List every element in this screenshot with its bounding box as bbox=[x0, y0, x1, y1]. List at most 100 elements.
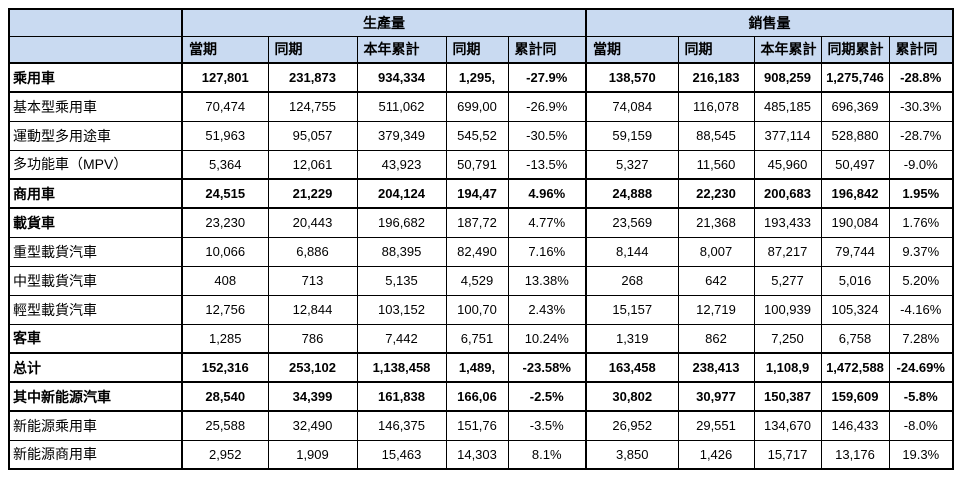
value-cell: 5,327 bbox=[585, 149, 679, 180]
value-cell: 6,751 bbox=[445, 323, 509, 354]
corner-cell bbox=[8, 35, 183, 64]
value-cell: -13.5% bbox=[507, 149, 587, 180]
table-row: 商用車 24,515 21,229 204,124 194,47 4.96% 24,888 2… bbox=[8, 178, 954, 209]
row-label-cell: 客車 bbox=[8, 323, 183, 354]
value-cell: 134,670 bbox=[753, 410, 822, 441]
value-cell: 30,802 bbox=[585, 381, 679, 412]
value-cell: 934,334 bbox=[356, 62, 447, 93]
value-cell: 88,545 bbox=[677, 120, 755, 151]
value-cell: 253,102 bbox=[267, 352, 358, 383]
value-cell: 12,061 bbox=[267, 149, 358, 180]
table-row: 基本型乘用車 70,474 124,755 511,062 699,00 -26.9% 74… bbox=[8, 91, 954, 122]
value-cell: 7,442 bbox=[356, 323, 447, 354]
value-cell: 485,185 bbox=[753, 91, 822, 122]
value-cell: 1,138,458 bbox=[356, 352, 447, 383]
value-cell: 25,588 bbox=[181, 410, 269, 441]
value-cell: -23.58% bbox=[507, 352, 587, 383]
value-cell: 238,413 bbox=[677, 352, 755, 383]
value-cell: 200,683 bbox=[753, 178, 822, 209]
row-label-cell: 乘用車 bbox=[8, 62, 183, 93]
value-cell: 10,066 bbox=[181, 236, 269, 267]
value-cell: 5,135 bbox=[356, 265, 447, 296]
value-cell: -24.69% bbox=[888, 352, 954, 383]
value-cell: 713 bbox=[267, 265, 358, 296]
value-cell: 1.95% bbox=[888, 178, 954, 209]
value-cell: 379,349 bbox=[356, 120, 447, 151]
value-cell: 19.3% bbox=[888, 439, 954, 470]
value-cell: 1,426 bbox=[677, 439, 755, 470]
row-label-cell: 商用車 bbox=[8, 178, 183, 209]
value-cell: 12,719 bbox=[677, 294, 755, 325]
table-row: 載貨車 23,230 20,443 196,682 187,72 4.77% 23,569 2… bbox=[8, 207, 954, 238]
value-cell: -28.8% bbox=[888, 62, 954, 93]
value-cell: 1.76% bbox=[888, 207, 954, 238]
value-cell: 12,844 bbox=[267, 294, 358, 325]
table-row: 重型載貨汽車 10,066 6,886 88,395 82,490 7.16% 8,144 8… bbox=[8, 236, 954, 267]
value-cell: 511,062 bbox=[356, 91, 447, 122]
value-cell: 88,395 bbox=[356, 236, 447, 267]
value-cell: 23,569 bbox=[585, 207, 679, 238]
value-cell: 268 bbox=[585, 265, 679, 296]
row-label-cell: 載貨車 bbox=[8, 207, 183, 238]
table-header: 生產量 銷售量 當期 同期 本年累計 同期 累計同 當期 同期 本年累計 同期累計 累計同 bbox=[8, 8, 954, 64]
value-cell: 150,387 bbox=[753, 381, 822, 412]
column-header: 同期 bbox=[267, 35, 358, 64]
column-header: 同期 bbox=[677, 35, 755, 64]
value-cell: 14,303 bbox=[445, 439, 509, 470]
value-cell: 4.77% bbox=[507, 207, 587, 238]
value-cell: 699,00 bbox=[445, 91, 509, 122]
table-row: 其中新能源汽車 28,540 34,399 161,838 166,06 -2.5% 30,… bbox=[8, 381, 954, 412]
value-cell: 59,159 bbox=[585, 120, 679, 151]
column-group-header: 生產量 bbox=[181, 8, 587, 37]
value-cell: 204,124 bbox=[356, 178, 447, 209]
table-row: 中型載貨汽車 408 713 5,135 4,529 13.38% 268 642 5,277 5… bbox=[8, 265, 954, 296]
column-group-header: 銷售量 bbox=[585, 8, 954, 37]
value-cell: 100,939 bbox=[753, 294, 822, 325]
value-cell: 32,490 bbox=[267, 410, 358, 441]
value-cell: 29,551 bbox=[677, 410, 755, 441]
table-subheader-row: 當期 同期 本年累計 同期 累計同 當期 同期 本年累計 同期累計 累計同 bbox=[8, 35, 954, 64]
value-cell: 15,717 bbox=[753, 439, 822, 470]
value-cell: 190,084 bbox=[820, 207, 890, 238]
table-row: 運動型多用途車 51,963 95,057 379,349 545,52 -30.5% 59… bbox=[8, 120, 954, 151]
value-cell: 24,888 bbox=[585, 178, 679, 209]
value-cell: 146,375 bbox=[356, 410, 447, 441]
value-cell: 100,70 bbox=[445, 294, 509, 325]
value-cell: -27.9% bbox=[507, 62, 587, 93]
value-cell: 23,230 bbox=[181, 207, 269, 238]
value-cell: 50,497 bbox=[820, 149, 890, 180]
value-cell: 4,529 bbox=[445, 265, 509, 296]
value-cell: 7.16% bbox=[507, 236, 587, 267]
value-cell: 103,152 bbox=[356, 294, 447, 325]
value-cell: 152,316 bbox=[181, 352, 269, 383]
value-cell: 1,108,9 bbox=[753, 352, 822, 383]
value-cell: -26.9% bbox=[507, 91, 587, 122]
value-cell: 138,570 bbox=[585, 62, 679, 93]
value-cell: 6,758 bbox=[820, 323, 890, 354]
value-cell: 15,463 bbox=[356, 439, 447, 470]
row-label-cell: 中型載貨汽車 bbox=[8, 265, 183, 296]
value-cell: -5.8% bbox=[888, 381, 954, 412]
value-cell: 79,744 bbox=[820, 236, 890, 267]
value-cell: 161,838 bbox=[356, 381, 447, 412]
value-cell: 30,977 bbox=[677, 381, 755, 412]
value-cell: 545,52 bbox=[445, 120, 509, 151]
value-cell: -4.16% bbox=[888, 294, 954, 325]
value-cell: 1,909 bbox=[267, 439, 358, 470]
value-cell: 1,285 bbox=[181, 323, 269, 354]
value-cell: 22,230 bbox=[677, 178, 755, 209]
row-label-cell: 其中新能源汽車 bbox=[8, 381, 183, 412]
value-cell: 5,364 bbox=[181, 149, 269, 180]
value-cell: 45,960 bbox=[753, 149, 822, 180]
column-header: 同期 bbox=[445, 35, 509, 64]
row-label-cell: 总计 bbox=[8, 352, 183, 383]
value-cell: 116,078 bbox=[677, 91, 755, 122]
table-body: 乘用車 127,801 231,873 934,334 1,295, -27.9% 138,… bbox=[8, 62, 954, 470]
value-cell: 50,791 bbox=[445, 149, 509, 180]
value-cell: 163,458 bbox=[585, 352, 679, 383]
value-cell: 231,873 bbox=[267, 62, 358, 93]
column-header: 當期 bbox=[181, 35, 269, 64]
value-cell: 1,472,588 bbox=[820, 352, 890, 383]
value-cell: 13,176 bbox=[820, 439, 890, 470]
